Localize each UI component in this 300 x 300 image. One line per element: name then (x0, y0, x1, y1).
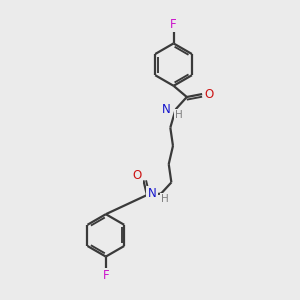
Text: O: O (132, 169, 142, 182)
Text: N: N (148, 187, 156, 200)
Text: F: F (170, 18, 177, 31)
Text: F: F (103, 269, 109, 282)
Text: N: N (162, 103, 170, 116)
Text: O: O (204, 88, 213, 100)
Text: H: H (161, 194, 169, 204)
Text: H: H (175, 110, 183, 120)
